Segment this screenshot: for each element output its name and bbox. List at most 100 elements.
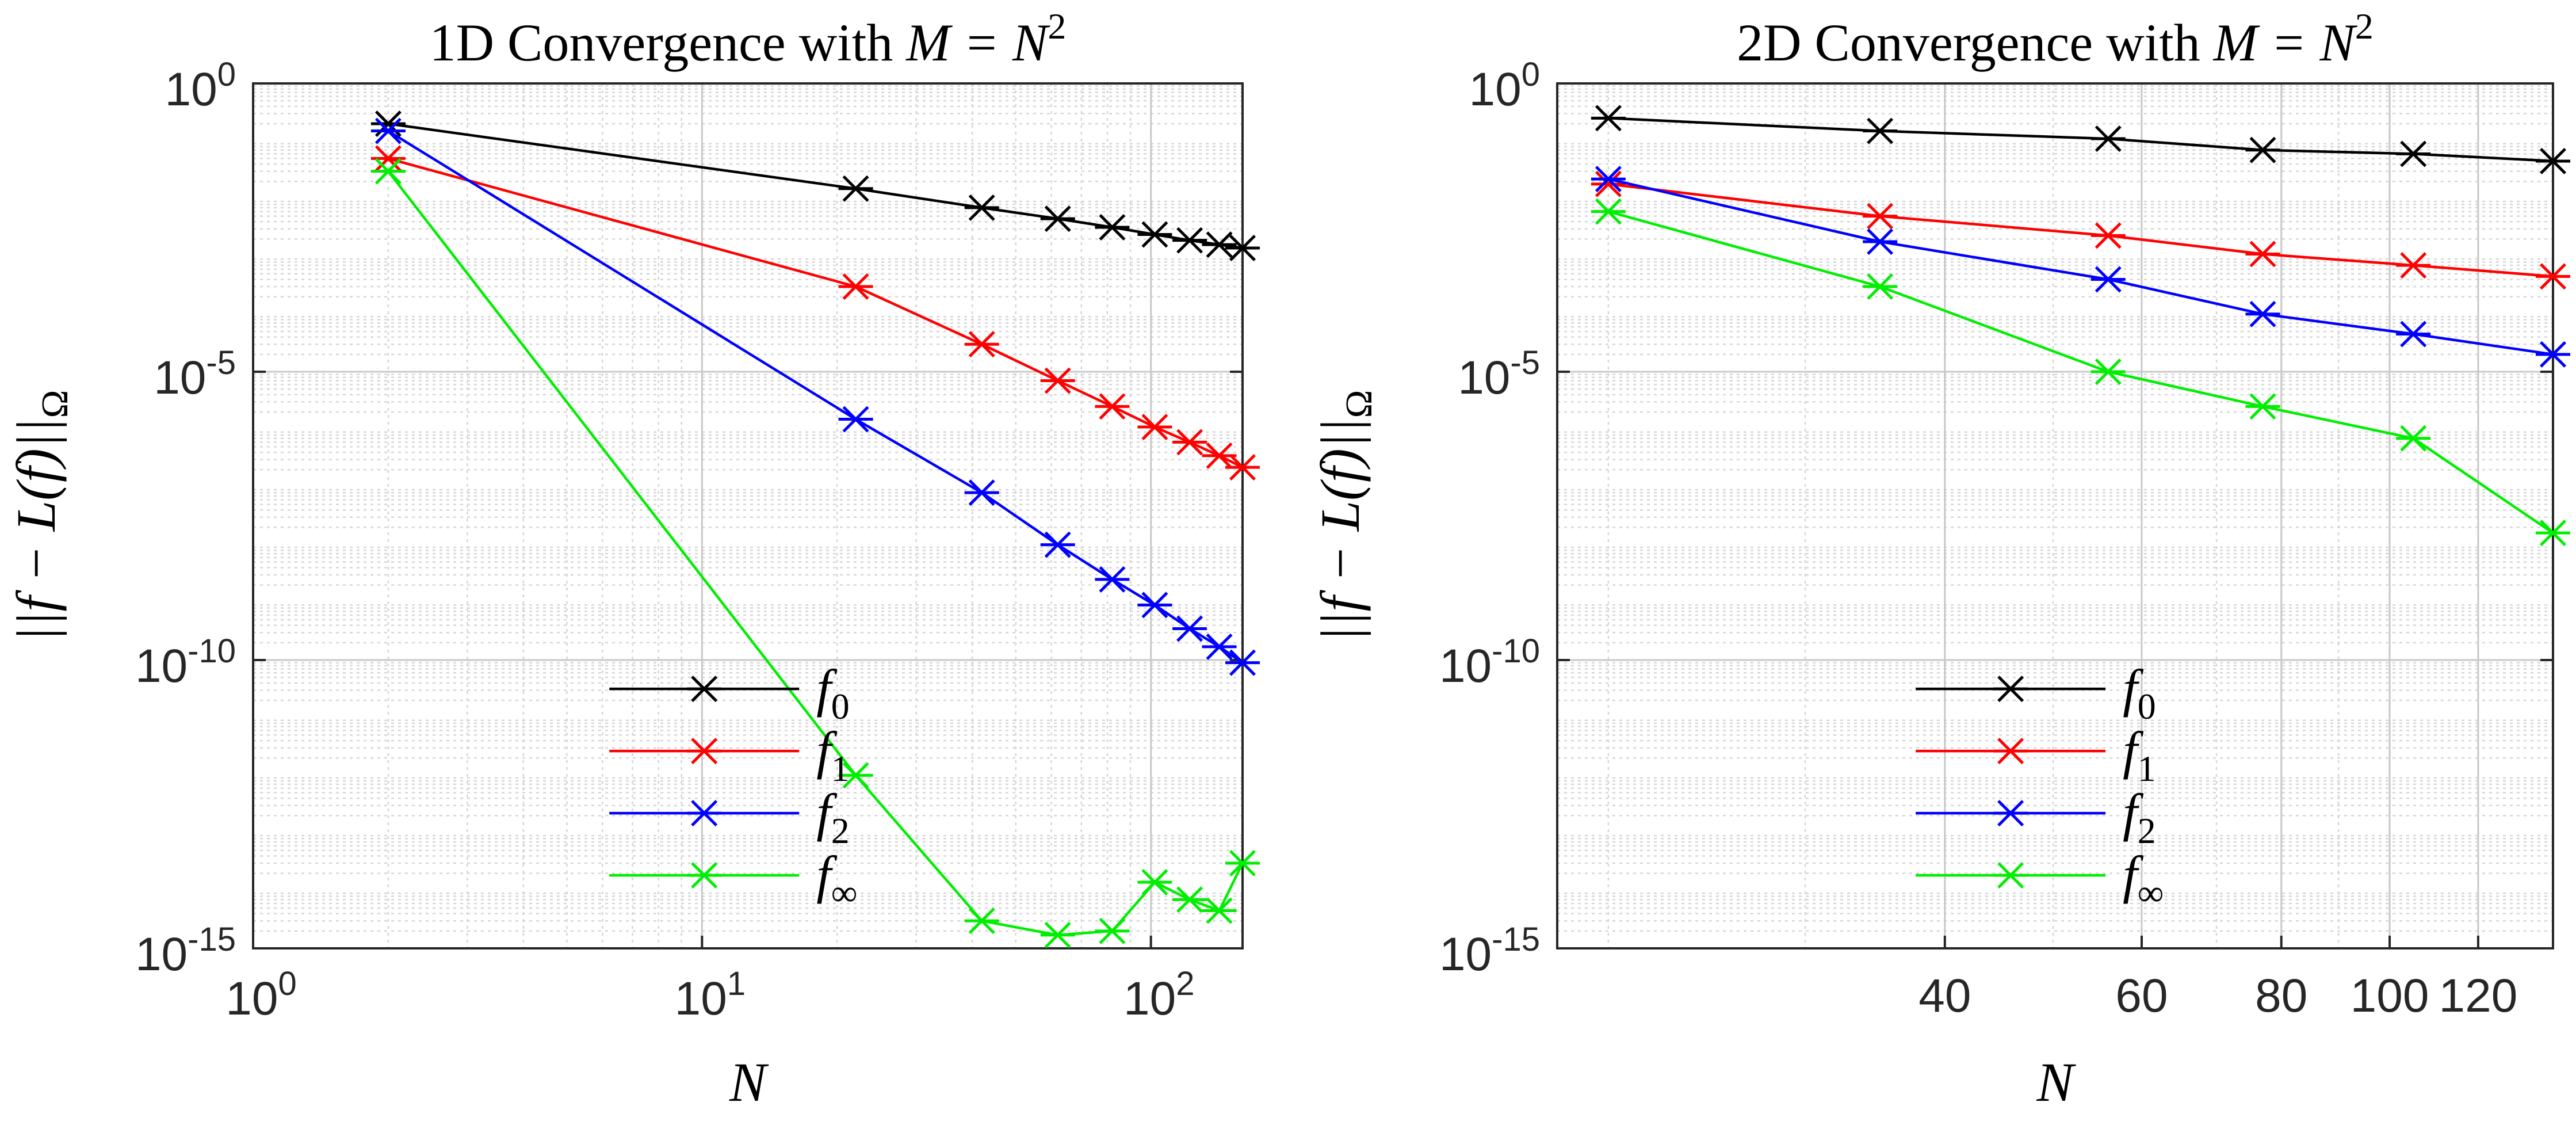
x-tick-label: 102 [1123,965,1194,1025]
chart-title-superscript: 2 [2355,6,2374,47]
series-f0 [370,110,1260,261]
data-point-marker [1591,105,1626,132]
data-point-marker [1040,921,1075,948]
x-tick-value: 100 [2350,970,2429,1022]
data-point-marker [2396,425,2431,452]
y-tick-base: 10 [1458,352,1510,404]
series-line [1608,117,2554,163]
legend-label-subscript: ∞ [2138,872,2164,913]
x-tick-value: 40 [1918,970,1971,1022]
data-point-marker [1225,234,1260,261]
data-point-marker [2536,147,2570,174]
y-axis-label-text: ||f − L(f)|| [1309,418,1371,642]
legend-entry-f3: f∞ [1916,845,2164,913]
data-point-marker [1172,886,1207,913]
y-tick-exponent: -15 [188,921,236,958]
legend-label: f∞ [2123,845,2164,913]
x-tick-base: 10 [226,973,278,1025]
data-point-marker [1591,170,1626,197]
legend-label: f∞ [816,845,857,913]
x-tick-value: 120 [2439,970,2518,1022]
data-point-marker [2536,520,2570,547]
legend-marker [1993,862,2028,889]
x-tick-label: 40 [1918,970,1971,1022]
data-point-marker [1863,203,1898,230]
data-point-marker [2090,222,2126,249]
data-point-marker [964,331,999,358]
x-tick-label: 100 [226,965,296,1025]
data-point-marker [2245,300,2280,327]
x-tick-label: 100 [2350,970,2429,1022]
series-f3 [1591,198,2570,547]
data-point-marker [838,175,873,202]
data-point-marker [1040,367,1075,394]
y-tick-exponent: 0 [217,56,236,93]
data-point-marker [1202,231,1237,258]
legend-label: f1 [816,721,850,789]
series-f2 [1591,166,2570,368]
y-tick-exponent: 0 [1522,56,1540,93]
series-line [1608,210,2554,534]
y-tick-label: 10-15 [1439,921,1540,981]
legend-label-subscript: 1 [831,748,850,789]
data-point-marker [964,907,999,935]
x-tick-base: 10 [675,973,727,1025]
grid [252,82,1243,949]
legend-entry-f1: f1 [609,721,850,789]
axes-box [252,82,1244,949]
chart-title: 2D Convergence with M = N2 [1737,6,2374,72]
data-point-marker [1225,454,1260,481]
y-axis-label: ||f − L(f)||Ω [5,390,76,642]
legend-entry-f2: f2 [609,783,850,851]
y-tick-label: 10-5 [154,344,236,404]
data-point-marker [2090,359,2126,385]
y-axis-label-subscript: Ω [1338,390,1380,418]
legend-marker [1993,676,2028,703]
data-point-marker [1095,917,1130,944]
legend-label-subscript: ∞ [831,872,858,913]
legend-marker [1993,800,2028,827]
series-f1 [1591,170,2570,290]
data-point-marker [2396,321,2431,348]
y-tick-exponent: -10 [188,632,236,670]
data-point-marker [838,762,873,789]
x-tick-exponent: 0 [278,965,296,1002]
y-tick-label: 10-5 [1458,344,1540,404]
y-tick-label: 10-10 [1439,632,1540,692]
data-point-marker [1137,592,1172,619]
legend-marker [687,862,722,889]
legend-entry-f0: f0 [1916,659,2156,727]
data-point-marker [838,273,873,300]
data-point-marker [2090,266,2126,293]
legend-marker [687,738,722,765]
chart-title-text: 2D Convergence with [1737,13,2214,72]
legend-label-subscript: 2 [831,810,850,851]
y-tick-base: 10 [154,352,206,404]
legend-label-subscript: 2 [2138,810,2156,851]
y-tick-exponent: -5 [1510,344,1540,382]
legend-label: f0 [816,659,850,727]
data-point-marker [2396,252,2431,279]
data-point-marker [370,158,406,185]
legend-marker [1993,738,2028,765]
data-point-marker [1172,615,1207,642]
chart-title-superscript: 2 [1048,6,1066,47]
series-line [1608,182,2554,278]
x-tick-label: 120 [2439,970,2518,1022]
data-point-marker [1202,633,1237,660]
y-axis-label: ||f − L(f)||Ω [1309,390,1380,642]
tick-marks [1557,82,2553,949]
y-tick-label: 10-10 [135,632,236,692]
series-line [1608,177,2554,356]
series-f3 [370,158,1260,948]
data-point-marker [1225,649,1260,676]
x-tick-label: 60 [2115,970,2168,1022]
data-point-marker [1137,869,1172,896]
y-tick-base: 10 [135,640,188,692]
legend-label-subscript: 0 [831,686,850,727]
data-point-marker [1095,566,1130,593]
tick-marks [252,82,1243,949]
